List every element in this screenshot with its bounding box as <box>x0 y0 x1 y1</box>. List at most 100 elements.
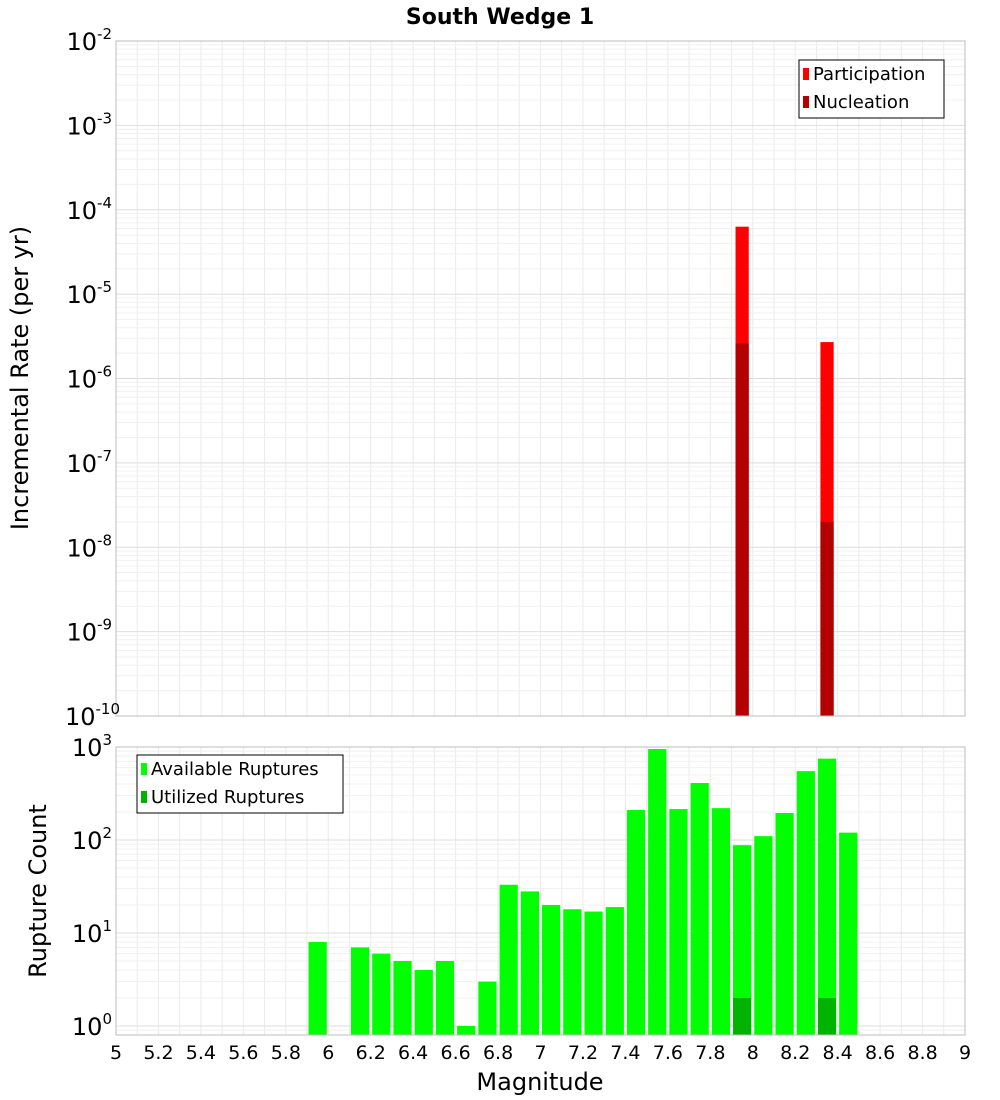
y-tick-base: 10 <box>66 366 97 394</box>
x-tick-label: 9 <box>959 1042 971 1064</box>
x-tick-label: 5.6 <box>228 1042 258 1064</box>
y-axis-label-bottom: Rupture Count <box>24 804 52 978</box>
x-tick-label: 5.8 <box>271 1042 301 1064</box>
y-tick-base: 10 <box>72 827 103 855</box>
bar <box>839 832 858 1035</box>
y-tick-exponent: -7 <box>97 447 112 465</box>
y-tick-exponent: -10 <box>96 700 121 718</box>
y-tick-base: 10 <box>66 197 97 225</box>
y-tick-exponent: -9 <box>97 616 112 634</box>
legend-label: Available Ruptures <box>151 759 319 780</box>
chart-title: South Wedge 1 <box>406 5 594 30</box>
x-tick-label: 8.8 <box>907 1042 937 1064</box>
y-tick-label: 10-4 <box>66 194 112 225</box>
y-tick-label: 10-10 <box>65 700 120 731</box>
bar <box>350 947 370 1035</box>
x-tick-label: 6.4 <box>398 1042 428 1064</box>
y-tick-label: 103 <box>72 731 112 762</box>
bar <box>542 904 561 1035</box>
legend-label: Utilized Ruptures <box>151 787 304 808</box>
y-axis-label-top: Incremental Rate (per yr) <box>6 226 34 530</box>
y-tick-base: 10 <box>66 112 97 140</box>
x-tick-label: 6.8 <box>483 1042 513 1064</box>
legend-label: Nucleation <box>813 92 909 113</box>
x-axis-label: Magnitude <box>476 1068 603 1096</box>
y-tick-label: 102 <box>72 824 112 855</box>
bar <box>754 836 773 1035</box>
bar <box>735 343 749 716</box>
y-tick-exponent: 1 <box>102 917 112 935</box>
bar <box>457 1025 476 1035</box>
bar <box>393 960 412 1035</box>
legend-swatch <box>803 96 809 108</box>
bar <box>605 907 624 1035</box>
y-tick-label: 10-3 <box>66 109 112 140</box>
x-tick-label: 6 <box>322 1042 334 1064</box>
bar <box>648 749 667 1035</box>
bar <box>820 521 834 716</box>
x-tick-label: 8.2 <box>780 1042 810 1064</box>
bar <box>414 969 433 1035</box>
y-tick-base: 10 <box>66 28 97 56</box>
bar <box>626 810 646 1035</box>
y-tick-exponent: 3 <box>102 731 112 749</box>
bottom-series-utilized-ruptures <box>733 997 837 1035</box>
y-tick-base: 10 <box>65 703 96 731</box>
top-legend: Participation Nucleation <box>798 59 945 119</box>
y-tick-label: 10-9 <box>66 616 112 647</box>
y-tick-base: 10 <box>66 619 97 647</box>
y-tick-exponent: -2 <box>97 25 112 43</box>
x-tick-label: 7.4 <box>610 1042 640 1064</box>
x-tick-label: 8 <box>747 1042 759 1064</box>
y-tick-base: 10 <box>72 734 103 762</box>
y-tick-exponent: -5 <box>97 278 112 296</box>
y-tick-base: 10 <box>72 1013 103 1041</box>
x-tick-label: 7.2 <box>568 1042 598 1064</box>
top-plot-frame <box>115 40 966 717</box>
bar <box>690 783 709 1035</box>
y-tick-exponent: -8 <box>97 531 112 549</box>
y-tick-base: 10 <box>66 281 97 309</box>
bar <box>478 981 497 1035</box>
legend-swatch <box>803 68 809 80</box>
bar <box>520 891 539 1035</box>
x-tick-label: 5.2 <box>143 1042 173 1064</box>
bar <box>817 758 837 1035</box>
y-tick-label: 100 <box>72 1010 112 1041</box>
y-tick-label: 10-7 <box>66 447 112 478</box>
top-series-nucleation <box>735 343 834 716</box>
bottom-x-tick-labels: 5 5.2 5.4 5.6 5.8 6 6.2 6.4 6.6 6.8 7 7.2 7.4 7.6 7.8 8… <box>110 1042 971 1064</box>
bar <box>711 808 731 1035</box>
bar <box>308 942 327 1035</box>
bottom-legend: Available Ruptures Utilized Ruptures <box>136 754 344 814</box>
x-tick-label: 8.4 <box>823 1042 853 1064</box>
top-plot-area: 10-1010-910-810-710-610-510-410-310-2Par… <box>65 25 966 731</box>
bar <box>435 960 455 1035</box>
bar <box>499 884 518 1035</box>
bar <box>372 953 391 1035</box>
legend-box <box>136 754 344 814</box>
bar <box>733 845 752 1035</box>
bottom-plot-frame <box>115 746 966 1036</box>
x-tick-label: 8.6 <box>865 1042 895 1064</box>
bar <box>817 997 837 1035</box>
bar <box>775 813 794 1035</box>
y-tick-label: 10-2 <box>66 25 112 56</box>
x-tick-label: 7.8 <box>695 1042 725 1064</box>
bar <box>669 809 688 1035</box>
y-tick-base: 10 <box>66 450 97 478</box>
y-tick-base: 10 <box>72 920 103 948</box>
bar <box>796 771 815 1035</box>
x-tick-label: 7 <box>534 1042 546 1064</box>
legend-box <box>798 59 945 119</box>
legend-swatch <box>141 763 147 775</box>
y-tick-exponent: -3 <box>97 109 112 127</box>
legend-swatch <box>141 791 147 803</box>
y-tick-exponent: 0 <box>102 1010 112 1028</box>
y-tick-label: 10-8 <box>66 531 112 562</box>
bar <box>584 911 603 1035</box>
bar <box>563 909 582 1035</box>
y-tick-exponent: -4 <box>97 194 112 212</box>
